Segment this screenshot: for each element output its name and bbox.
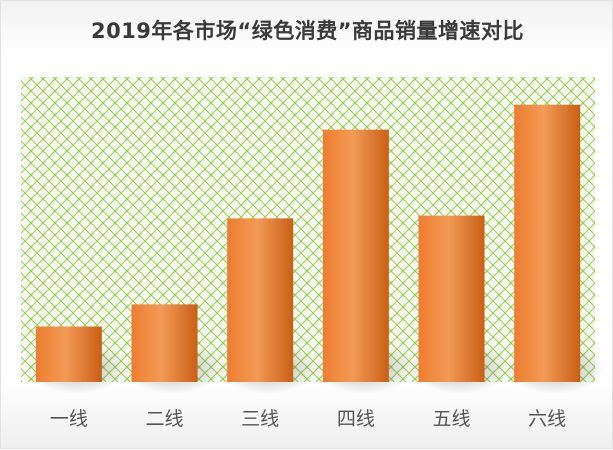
bar-3 (227, 218, 294, 382)
x-tick-label: 一线 (50, 408, 88, 430)
bar-4 (322, 129, 389, 382)
x-tick-label: 四线 (337, 408, 375, 430)
x-tick-label: 二线 (145, 408, 183, 430)
bar-2 (131, 304, 198, 382)
bar-1 (35, 326, 102, 382)
bar-6 (514, 104, 581, 383)
x-tick-label: 五线 (432, 408, 470, 430)
x-tick-label: 六线 (528, 408, 566, 430)
plot-pattern (21, 77, 595, 382)
x-tick-label: 三线 (241, 408, 279, 430)
chart-title: 2019年各市场“绿色消费”商品销量增速对比 (90, 19, 525, 43)
bar-5 (418, 215, 485, 382)
